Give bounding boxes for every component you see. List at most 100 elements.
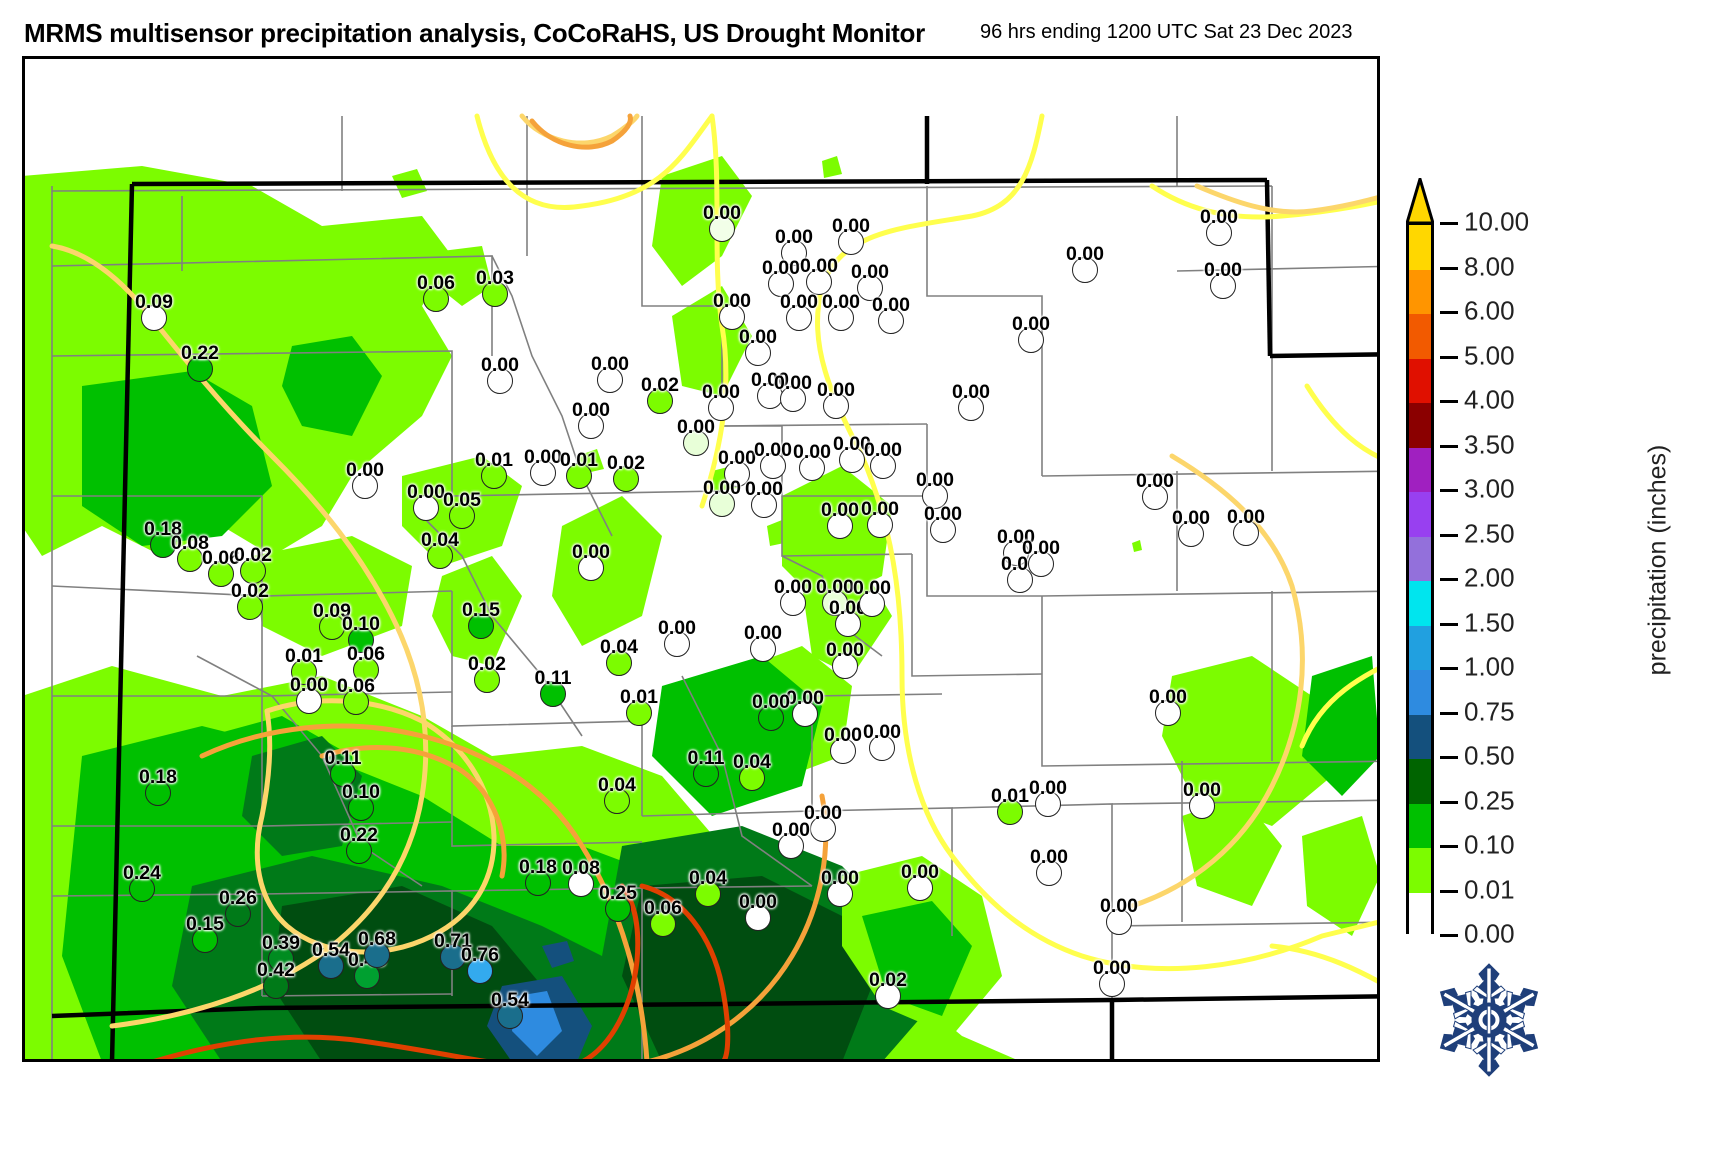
station-plot[interactable]: 0.00 (821, 867, 859, 907)
station-plot[interactable]: 0.00 (703, 202, 741, 242)
station-plot[interactable]: 0.00 (793, 441, 831, 481)
station-plot[interactable]: 0.00 (1066, 243, 1104, 283)
station-plot[interactable]: 0.00 (872, 294, 910, 334)
station-plot[interactable]: 0.00 (524, 446, 562, 486)
station-plot[interactable]: 0.15 (186, 913, 224, 953)
station-plot[interactable]: 0.00 (744, 622, 782, 662)
station-plot[interactable]: 0.04 (598, 774, 636, 814)
station-plot[interactable]: 0.00 (822, 291, 860, 331)
station-plot[interactable]: 0.00 (1200, 206, 1238, 246)
station-plot[interactable]: 0.00 (572, 541, 610, 581)
station-plot[interactable]: 0.00 (804, 802, 842, 842)
station-plot[interactable]: 0.00 (290, 674, 328, 714)
station-plot[interactable]: 0.00 (739, 326, 777, 366)
station-plot[interactable]: 0.00 (774, 372, 812, 412)
station-plot[interactable]: 0.04 (421, 529, 459, 569)
station-plot[interactable]: 0.00 (745, 478, 783, 518)
station-plot[interactable]: 0.00 (407, 481, 445, 521)
station-plot[interactable]: 0.06 (337, 675, 375, 715)
station-plot[interactable]: 0.01 (560, 449, 598, 489)
station-plot[interactable]: 0.24 (123, 862, 161, 902)
station-plot[interactable]: 0.00 (853, 577, 891, 617)
station-plot[interactable]: 0.00 (658, 617, 696, 657)
station-plot[interactable]: 0.42 (257, 959, 295, 999)
station-plot[interactable]: 0.03 (476, 267, 514, 307)
station-plot[interactable]: 0.06 (644, 897, 682, 937)
station-plot[interactable]: 0.00 (346, 459, 384, 499)
station-plot[interactable]: 0.15 (462, 599, 500, 639)
colorbar-segment (1409, 492, 1431, 538)
station-plot[interactable]: 0.00 (833, 433, 871, 473)
station-plot[interactable]: 0.00 (1136, 470, 1174, 510)
station-plot[interactable]: 0.11 (535, 667, 571, 707)
station-plot[interactable]: 0.11 (688, 747, 724, 787)
station-plot[interactable]: 0.00 (829, 597, 867, 637)
station-plot[interactable]: 0.00 (1093, 957, 1131, 997)
station-plot[interactable]: 0.00 (752, 691, 790, 731)
station-plot[interactable]: 0.00 (864, 439, 902, 479)
station-plot[interactable]: 0.01 (620, 686, 658, 726)
station-plot[interactable]: 0.00 (1022, 537, 1060, 577)
station-plot[interactable]: 0.02 (869, 969, 907, 1009)
station-plot[interactable]: 0.02 (231, 580, 269, 620)
station-plot[interactable]: 0.00 (780, 291, 818, 331)
precipitation-map[interactable]: 0.09 0.22 0.06 0.03 0.00 0.00 0.00 0.00 0.00 0.00… (22, 56, 1380, 1062)
station-plot[interactable]: 0.08 (562, 857, 600, 897)
station-value-label: 0.06 (644, 897, 682, 919)
station-plot[interactable]: 0.04 (600, 636, 638, 676)
station-plot[interactable]: 0.04 (689, 867, 727, 907)
station-plot[interactable]: 0.00 (817, 379, 855, 419)
station-plot[interactable]: 0.00 (774, 576, 812, 616)
station-plot[interactable]: 0.00 (863, 721, 901, 761)
station-plot[interactable]: 0.00 (824, 724, 862, 764)
station-plot[interactable]: 0.18 (139, 766, 177, 806)
station-plot[interactable]: 0.10 (342, 781, 380, 821)
station-plot[interactable]: 0.00 (832, 215, 870, 255)
station-plot[interactable]: 0.54 (491, 989, 529, 1029)
station-plot[interactable]: 0.00 (861, 498, 899, 538)
station-plot[interactable]: 0.00 (1227, 506, 1265, 546)
station-plot[interactable]: 0.00 (1012, 313, 1050, 353)
station-plot[interactable]: 0.22 (340, 824, 378, 864)
station-plot[interactable]: 0.00 (1204, 259, 1242, 299)
station-plot[interactable]: 0.00 (754, 439, 792, 479)
station-plot[interactable]: 0.00 (826, 639, 864, 679)
station-plot[interactable]: 0.68 (358, 928, 396, 968)
station-plot[interactable]: 0.08 (171, 532, 209, 572)
station-plot[interactable]: 0.00 (1100, 895, 1138, 935)
station-plot[interactable]: 0.04 (733, 751, 771, 791)
station-plot[interactable]: 0.22 (181, 342, 219, 382)
station-plot[interactable]: 0.00 (1172, 507, 1210, 547)
station-plot[interactable]: 0.00 (591, 353, 629, 393)
station-plot[interactable]: 0.00 (924, 503, 962, 543)
station-plot[interactable]: 0.01 (475, 449, 513, 489)
station-plot[interactable]: 0.00 (1183, 779, 1221, 819)
station-plot[interactable]: 0.18 (519, 856, 557, 896)
station-plot[interactable]: 0.02 (641, 374, 679, 414)
station-plot[interactable]: 0.00 (703, 477, 741, 517)
station-plot[interactable]: 0.00 (1029, 777, 1067, 817)
station-plot[interactable]: 0.00 (1030, 846, 1068, 886)
station-plot[interactable]: 0.00 (572, 399, 610, 439)
station-plot[interactable]: 0.02 (607, 452, 645, 492)
station-plot[interactable]: 0.26 (219, 887, 257, 927)
station-value-label: 0.01 (620, 686, 658, 708)
station-plot[interactable]: 0.00 (786, 687, 824, 727)
station-plot[interactable]: 0.00 (677, 416, 715, 456)
station-plot[interactable]: 0.00 (952, 381, 990, 421)
station-plot[interactable]: 0.00 (821, 499, 859, 539)
station-plot[interactable]: 0.54 (312, 939, 350, 979)
station-value-label: 0.00 (863, 721, 901, 743)
station-plot[interactable]: 0.00 (772, 819, 810, 859)
station-plot[interactable]: 0.00 (1149, 686, 1187, 726)
station-plot[interactable]: 0.00 (481, 354, 519, 394)
station-plot[interactable]: 0.25 (599, 882, 637, 922)
station-plot[interactable]: 0.06 (417, 272, 455, 312)
station-plot[interactable]: 0.09 (135, 291, 173, 331)
station-plot[interactable]: 0.05 (443, 489, 481, 529)
station-plot[interactable]: 0.02 (468, 653, 506, 693)
station-plot[interactable]: 0.01 (991, 785, 1029, 825)
station-plot[interactable]: 0.00 (739, 891, 777, 931)
station-plot[interactable]: 0.00 (901, 861, 939, 901)
station-plot[interactable]: 0.76 (461, 944, 499, 984)
